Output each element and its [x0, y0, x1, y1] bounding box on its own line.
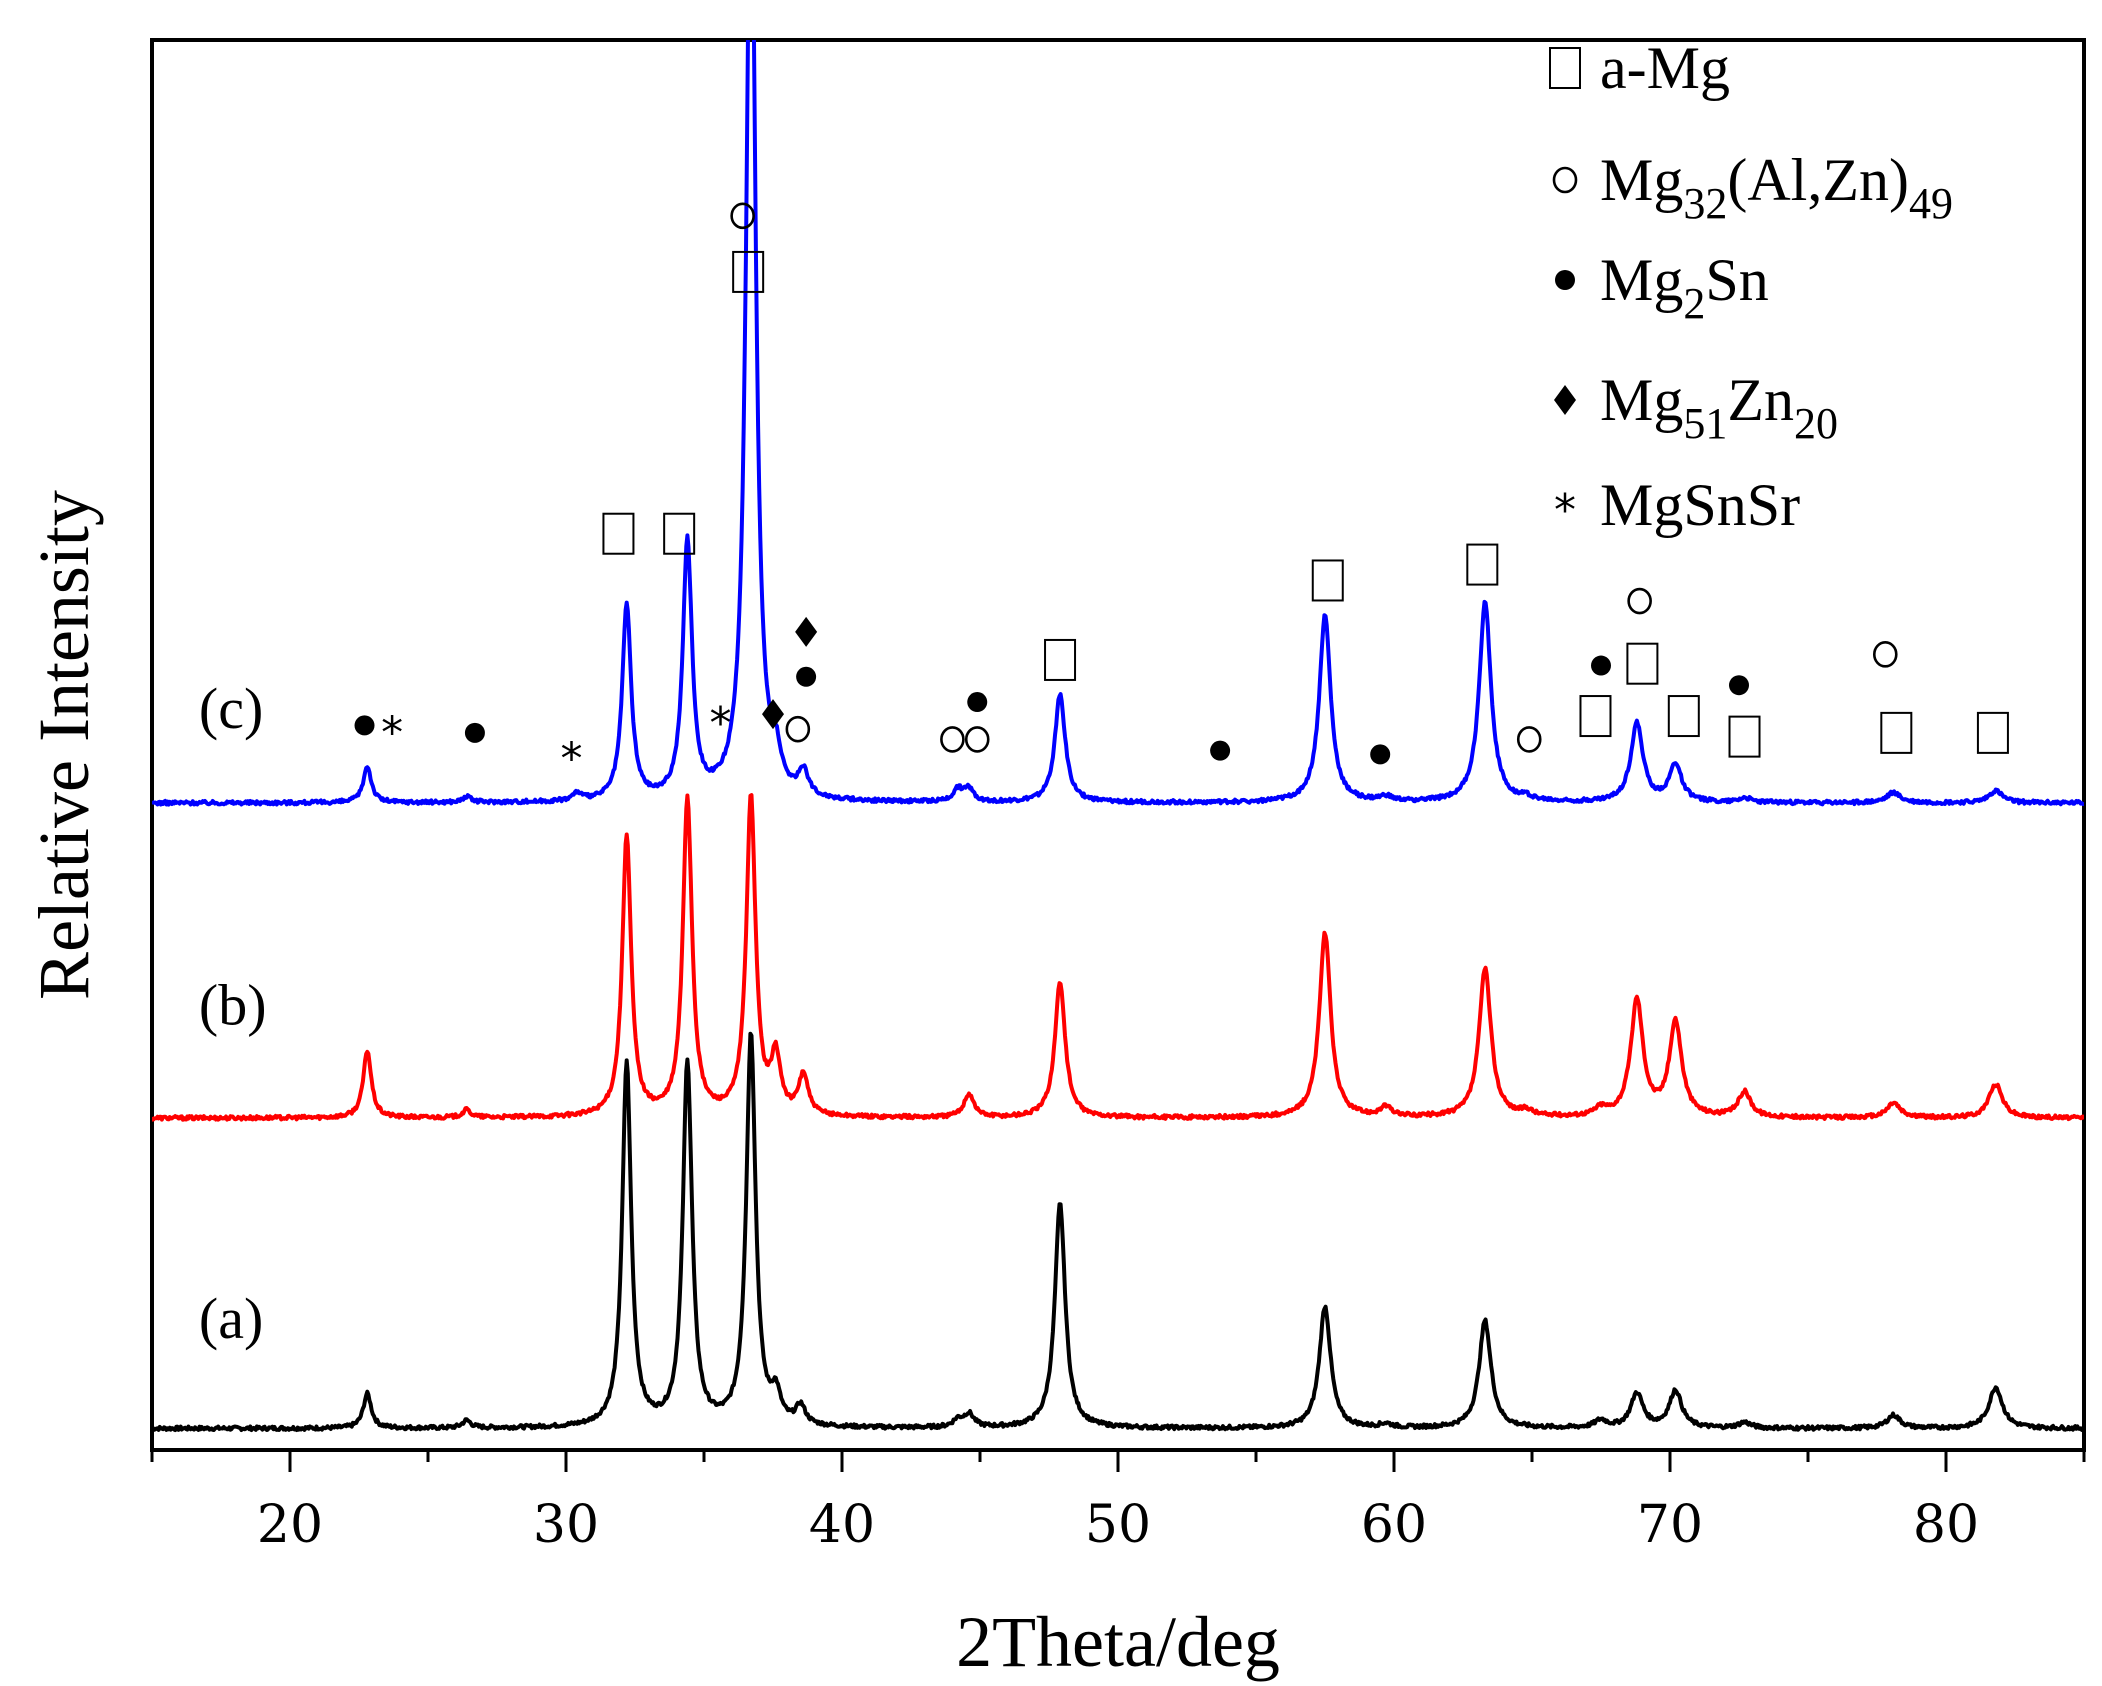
- marker-mg2sn: [1729, 675, 1749, 696]
- x-axis-title: 2Theta/deg: [956, 1602, 1280, 1682]
- marker-mg2sn: [967, 692, 988, 713]
- legend-item-a-mg: a-Mg: [1549, 35, 1730, 101]
- marker-mg2sn: [1591, 655, 1611, 676]
- marker-a-mg: [663, 512, 696, 555]
- legend-symbol: [1555, 270, 1575, 290]
- plot-frame: [150, 38, 2086, 1452]
- marker-mg2sn: [354, 715, 375, 736]
- legend-label: a-Mg: [1600, 35, 1730, 101]
- marker-mgsnsr: *: [381, 707, 403, 758]
- marker-mg2sn: [1370, 744, 1391, 765]
- marker-a-mg: [1626, 642, 1659, 685]
- legend-symbol: [1549, 47, 1581, 89]
- series-traces: [152, 40, 2084, 1433]
- marker-mg32alzn49: [1627, 587, 1652, 615]
- series-line-b: [152, 793, 2084, 1122]
- legend-label: MgSnSr: [1600, 472, 1800, 538]
- x-tick-label: 20: [257, 1495, 323, 1555]
- marker-mg32alzn49: [1516, 726, 1542, 753]
- series-label-c: (c): [199, 676, 263, 741]
- marker-a-mg: [1880, 711, 1913, 754]
- legend-label: Mg51Zn20: [1600, 367, 1838, 448]
- marker-mg2sn: [796, 666, 817, 687]
- marker-a-mg: [1579, 695, 1612, 738]
- marker-mg32alzn49: [964, 726, 990, 753]
- series-label-b: (b): [199, 973, 267, 1038]
- axes-box: [150, 38, 2086, 1452]
- legend-item-mgsnsr: * MgSnSr: [1554, 472, 1800, 538]
- marker-a-mg: [732, 250, 765, 293]
- x-tick-label: 60: [1361, 1495, 1427, 1555]
- legend-symbol: *: [1554, 485, 1576, 536]
- legend-label: Mg32(Al,Zn)49: [1600, 147, 1953, 228]
- marker-mgsnsr: *: [561, 733, 583, 784]
- series-label-a: (a): [199, 1286, 263, 1351]
- x-tick-label: 40: [809, 1495, 875, 1555]
- x-tick-label: 50: [1085, 1495, 1151, 1555]
- series-labels: (a) (b) (c): [199, 676, 267, 1351]
- legend-label: Mg2Sn: [1600, 247, 1769, 328]
- marker-mg51zn20: [795, 616, 818, 647]
- series-line-c: [152, 40, 2084, 807]
- marker-mg32alzn49: [785, 715, 811, 743]
- marker-mg32alzn49: [730, 202, 755, 230]
- marker-mg2sn: [1210, 740, 1231, 761]
- marker-mg32alzn49: [1872, 641, 1898, 668]
- marker-mg32alzn49: [940, 726, 965, 753]
- x-tick-label: 80: [1913, 1495, 1979, 1555]
- legend-item-mg32alzn49: Mg32(Al,Zn)49: [1552, 147, 1953, 228]
- phase-markers: * * *: [354, 202, 2009, 784]
- y-axis-title: Relative Intensity: [24, 490, 104, 1000]
- x-axis: 20 30 40 50 60 70 80: [150, 1450, 2086, 1555]
- marker-a-mg: [1311, 559, 1344, 602]
- legend-symbol: [1552, 166, 1578, 194]
- marker-a-mg: [1667, 695, 1700, 738]
- x-tick-label: 30: [533, 1495, 599, 1555]
- marker-mgsnsr: *: [710, 698, 732, 749]
- marker-a-mg: [1976, 711, 2009, 754]
- legend-item-mg2sn: Mg2Sn: [1555, 247, 1769, 328]
- legend-item-mg51zn20: Mg51Zn20: [1554, 367, 1838, 448]
- marker-a-mg: [1728, 715, 1761, 758]
- legend: a-Mg Mg32(Al,Zn)49 Mg2Sn Mg51Zn20 * MgSnSr: [1549, 35, 1953, 538]
- legend-symbol: [1554, 385, 1576, 415]
- x-tick-label: 70: [1637, 1495, 1703, 1555]
- series-line-a: [152, 1031, 2084, 1433]
- marker-a-mg: [1466, 543, 1499, 586]
- marker-a-mg: [602, 512, 635, 555]
- marker-mg2sn: [464, 722, 485, 743]
- marker-a-mg: [1044, 638, 1077, 681]
- y-axis: Relative Intensity: [24, 490, 104, 1000]
- marker-mg51zn20: [762, 699, 784, 730]
